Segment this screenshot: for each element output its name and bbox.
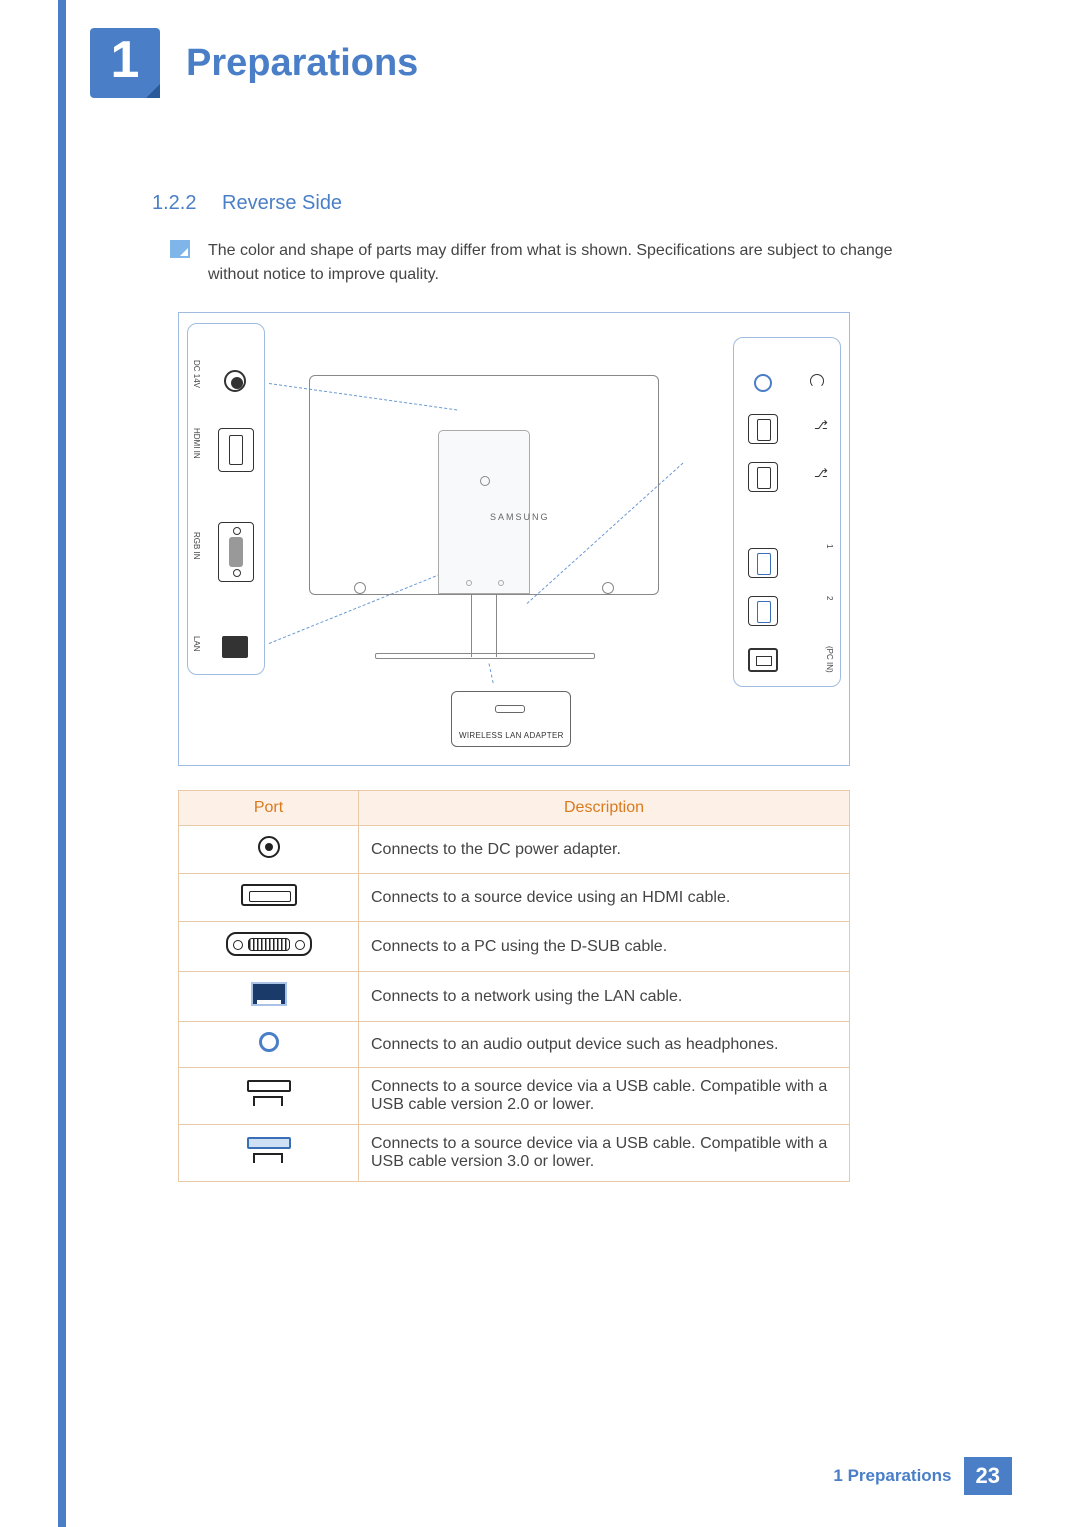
- left-accent-stripe: [58, 0, 66, 1527]
- page-footer: 1 Preparations 23: [833, 1457, 1012, 1495]
- table-row: Connects to a source device via a USB ca…: [179, 1068, 850, 1125]
- dc-port-icon: [258, 836, 280, 858]
- row-desc: Connects to a source device using an HDM…: [359, 874, 850, 922]
- monitor-brand: SAMSUNG: [490, 512, 550, 522]
- row-desc: Connects to a source device via a USB ca…: [359, 1068, 850, 1125]
- footer-text: 1 Preparations: [833, 1466, 951, 1486]
- rgb-label: RGB IN: [192, 532, 201, 560]
- ss2-label: 2: [825, 596, 834, 600]
- usb3-port-icon: [748, 548, 778, 578]
- lan-port-icon: [222, 636, 248, 658]
- lan-label: LAN: [192, 636, 201, 652]
- right-port-panel: ⎇ ⎇ 1 2 (PC IN): [733, 337, 841, 687]
- usb-symbol-icon: ⎇: [814, 418, 824, 432]
- table-row: Connects to an audio output device such …: [179, 1022, 850, 1068]
- audio-port-icon: [754, 374, 772, 392]
- hdmi-label: HDMI IN: [192, 428, 201, 459]
- pcin-label: (PC IN): [825, 646, 834, 673]
- note-icon: [170, 240, 190, 258]
- row-desc: Connects to a PC using the D-SUB cable.: [359, 922, 850, 972]
- dc-port-icon: [224, 370, 246, 392]
- callout-line: [489, 663, 494, 683]
- hdmi-port-icon: [241, 884, 297, 906]
- footer-page-number: 23: [964, 1457, 1012, 1495]
- usb2-port-icon: [748, 462, 778, 492]
- usb2-port-icon: [748, 414, 778, 444]
- table-row: Connects to a network using the LAN cabl…: [179, 972, 850, 1022]
- reverse-side-diagram: DC 14V HDMI IN RGB IN LAN SAMSUNG WIRELE…: [178, 312, 850, 766]
- dc-label: DC 14V: [192, 360, 201, 388]
- audio-port-icon: [259, 1032, 279, 1052]
- usb3-port-icon: [239, 1137, 299, 1165]
- table-row: Connects to a source device via a USB ca…: [179, 1125, 850, 1182]
- usb2-port-icon: [239, 1080, 299, 1108]
- lan-port-icon: [251, 982, 287, 1006]
- monitor-outline: SAMSUNG: [309, 375, 659, 595]
- section-number: 1.2.2: [152, 192, 196, 215]
- row-desc: Connects to a network using the LAN cabl…: [359, 972, 850, 1022]
- left-port-panel: DC 14V HDMI IN RGB IN LAN: [187, 323, 265, 675]
- vga-port-icon: [226, 932, 312, 956]
- ss1-label: 1: [825, 544, 834, 548]
- section-title: Reverse Side: [222, 192, 342, 215]
- table-header-desc: Description: [359, 791, 850, 826]
- stand-base: [375, 653, 595, 659]
- usb-pcin-port-icon: [748, 648, 778, 672]
- row-desc: Connects to an audio output device such …: [359, 1022, 850, 1068]
- chapter-badge: 1: [90, 28, 160, 98]
- table-row: Connects to a PC using the D-SUB cable.: [179, 922, 850, 972]
- port-description-table: Port Description Connects to the DC powe…: [178, 790, 850, 1182]
- table-row: Connects to a source device using an HDM…: [179, 874, 850, 922]
- wlan-slot: [495, 705, 525, 713]
- row-desc: Connects to the DC power adapter.: [359, 826, 850, 874]
- wlan-label: WIRELESS LAN ADAPTER: [459, 731, 564, 740]
- row-desc: Connects to a source device via a USB ca…: [359, 1125, 850, 1182]
- stand-neck: [471, 595, 497, 657]
- chapter-number: 1: [111, 31, 140, 89]
- hdmi-port-icon: [218, 428, 254, 472]
- headphone-icon: [810, 374, 824, 388]
- usb3-port-icon: [748, 596, 778, 626]
- note-text: The color and shape of parts may differ …: [208, 239, 908, 287]
- table-header-port: Port: [179, 791, 359, 826]
- rgb-port-icon: [218, 522, 254, 582]
- usb-symbol-icon: ⎇: [814, 466, 824, 480]
- chapter-title: Preparations: [186, 42, 418, 85]
- table-row: Connects to the DC power adapter.: [179, 826, 850, 874]
